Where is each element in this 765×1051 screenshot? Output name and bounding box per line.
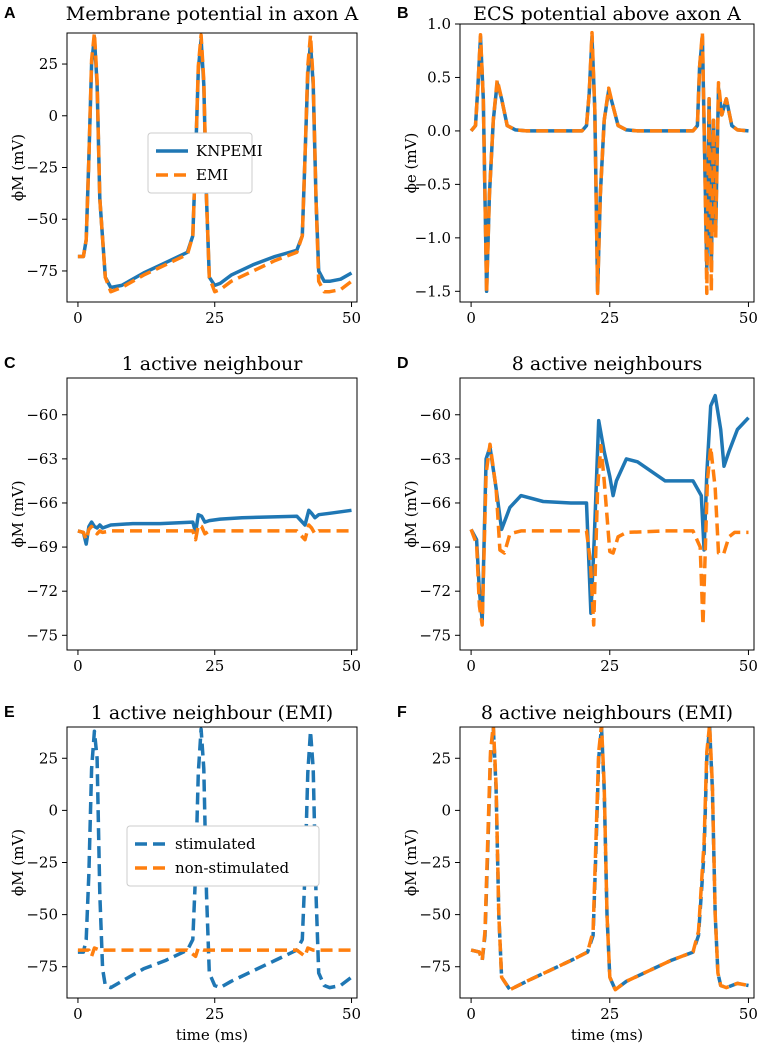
x-tick-label: 25 — [600, 309, 619, 327]
y-tick-label: 1.0 — [427, 15, 451, 33]
series-line-knpemi — [469, 393, 750, 623]
y-axis-label: ϕM (mV) — [402, 480, 420, 547]
y-tick-label: −66 — [26, 494, 58, 512]
y-tick-label: 25 — [39, 55, 58, 73]
y-tick-label: 25 — [432, 749, 451, 767]
legend: KNPEMI EMI — [147, 132, 263, 194]
panel-label: C — [4, 355, 16, 372]
x-tick-label: 0 — [466, 1005, 476, 1023]
y-tick-label: 0 — [48, 801, 58, 819]
x-tick-label: 25 — [205, 309, 224, 327]
panel-d: 0 25 50 −60 −63 −66 −69 −72 −75 8 active neighbou… — [397, 353, 758, 675]
y-axis-label: ϕM (mV) — [9, 134, 27, 201]
panel-title: 8 active neighbours — [512, 353, 702, 375]
series-line-stimulated — [77, 727, 353, 990]
y-tick-label: −50 — [419, 906, 451, 924]
panel-label: D — [397, 355, 409, 372]
legend-box — [147, 132, 253, 194]
y-tick-label: 0 — [48, 107, 58, 125]
y-tick-label: −72 — [26, 582, 58, 600]
x-tick-label: 50 — [739, 1005, 758, 1023]
x-tick-label: 0 — [73, 657, 83, 675]
y-tick-label: −63 — [26, 450, 58, 468]
y-tick-label: −75 — [419, 626, 451, 644]
legend-entry: KNPEMI — [196, 142, 263, 160]
panel-title: Membrane potential in axon A — [66, 3, 359, 25]
plot-frame — [66, 377, 358, 651]
y-tick-label: −60 — [419, 406, 451, 424]
x-tick-label: 25 — [205, 1005, 224, 1023]
panel-c: 0 25 50 −60 −63 −66 −69 −72 −75 1 active neighbou… — [4, 353, 361, 675]
panel-e: 0 25 50 25 0 −25 −50 −75 1 active neighbour (EMI… — [4, 702, 361, 1044]
y-tick-label: −60 — [26, 406, 58, 424]
y-tick-label: −25 — [419, 854, 451, 872]
panel-title: 8 active neighbours (EMI) — [481, 702, 733, 724]
x-tick-label: 0 — [466, 657, 476, 675]
y-tick-label: 25 — [39, 749, 58, 767]
plot-frame — [459, 377, 755, 651]
y-tick-label: −66 — [419, 494, 451, 512]
panel-label: A — [4, 5, 16, 22]
panel-b: 0 25 50 1.0 0.5 0.0 −0.5 −1.0 −1.5 ECS potential … — [397, 3, 758, 327]
x-tick-label: 0 — [73, 1005, 83, 1023]
series-line-emi — [469, 442, 749, 627]
legend-entry: stimulated — [175, 835, 256, 853]
panel-title: 1 active neighbour (EMI) — [91, 702, 333, 724]
x-tick-label: 50 — [739, 309, 758, 327]
y-axis-label: ϕM (mV) — [402, 829, 420, 896]
panel-a: 0 25 50 25 0 −25 −50 −75 Membrane potential in a… — [4, 3, 361, 327]
y-axis-label: ϕM (mV) — [9, 480, 27, 547]
y-tick-label: 0.0 — [427, 122, 451, 140]
y-tick-label: −50 — [26, 906, 58, 924]
legend-box — [126, 825, 320, 887]
panel-f: 0 25 50 25 0 −25 −50 −75 8 active neighbours (EM… — [397, 702, 758, 1044]
y-tick-label: −75 — [419, 958, 451, 976]
y-tick-label: −1.0 — [415, 229, 451, 247]
y-tick-label: −75 — [26, 262, 58, 280]
legend-entry: non-stimulated — [175, 859, 289, 877]
x-tick-label: 0 — [466, 309, 476, 327]
series-line-emi — [77, 33, 353, 294]
y-tick-label: −75 — [26, 958, 58, 976]
x-axis-label: time (ms) — [571, 1026, 643, 1044]
panel-label: E — [4, 704, 15, 721]
y-tick-label: −75 — [26, 626, 58, 644]
panel-label: F — [397, 704, 407, 721]
series-line-non-stimulated — [470, 727, 749, 992]
y-tick-label: −1.5 — [415, 282, 451, 300]
x-tick-label: 0 — [73, 309, 83, 327]
series-line-non-stimulated — [77, 946, 352, 959]
panel-label: B — [397, 5, 409, 22]
y-axis-label: ϕM (mV) — [9, 829, 27, 896]
x-tick-label: 25 — [205, 657, 224, 675]
y-tick-label: 0 — [441, 801, 451, 819]
x-tick-label: 25 — [600, 1005, 619, 1023]
x-tick-label: 25 — [600, 657, 619, 675]
y-tick-label: −50 — [26, 210, 58, 228]
y-tick-label: −69 — [26, 538, 58, 556]
x-tick-label: 50 — [342, 657, 361, 675]
panel-title: ECS potential above axon A — [473, 3, 741, 25]
x-axis-label: time (ms) — [176, 1026, 248, 1044]
y-tick-label: −25 — [26, 159, 58, 177]
y-tick-label: −63 — [419, 450, 451, 468]
series-line-knpemi — [77, 508, 352, 546]
panel-title: 1 active neighbour — [122, 353, 304, 375]
series-line-emi — [77, 523, 352, 542]
y-tick-label: −69 — [419, 538, 451, 556]
series-line-emi — [469, 30, 749, 296]
y-tick-label: −72 — [419, 582, 451, 600]
series-line-stimulated — [470, 727, 749, 992]
plot-frame — [459, 23, 755, 303]
legend-entry: EMI — [196, 166, 228, 184]
y-tick-label: 0.5 — [427, 68, 451, 86]
legend: stimulated non-stimulated — [126, 825, 320, 887]
x-tick-label: 50 — [342, 309, 361, 327]
y-tick-label: −25 — [26, 854, 58, 872]
y-tick-label: −0.5 — [415, 175, 451, 193]
x-tick-label: 50 — [739, 657, 758, 675]
y-axis-label: ϕe (mV) — [402, 133, 420, 194]
x-tick-label: 50 — [342, 1005, 361, 1023]
